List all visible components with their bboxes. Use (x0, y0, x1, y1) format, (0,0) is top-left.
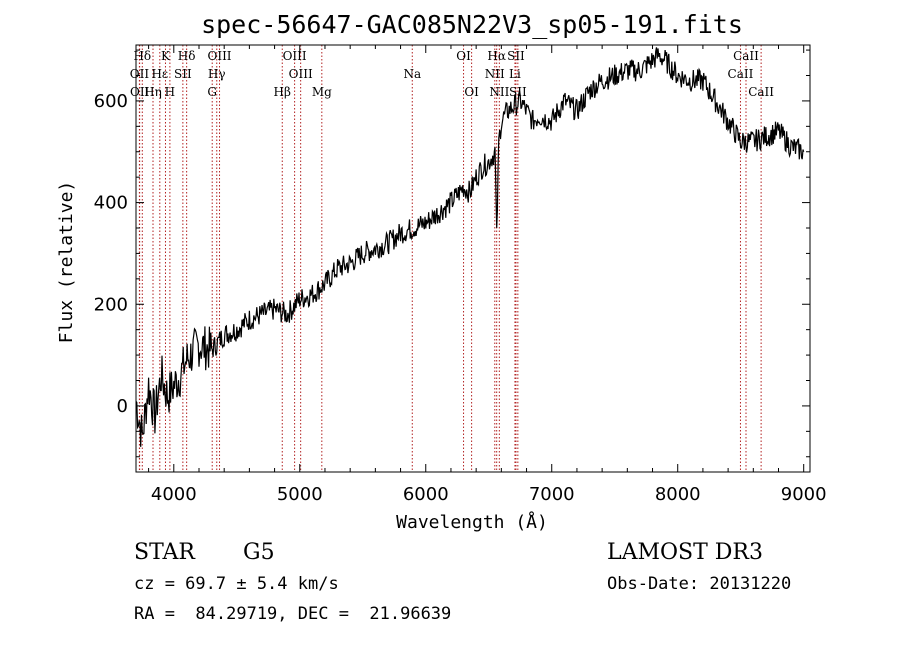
line-label-1: OII (130, 67, 150, 81)
line-label-27: CaII (748, 85, 774, 99)
y-axis-ticks: 0 200 400 600 (94, 49, 810, 458)
y-tick-label-3: 600 (94, 91, 128, 112)
line-label-24: SII (509, 85, 527, 99)
line-label-8: Hδ (178, 49, 196, 63)
x-tick-label-4: 8000 (655, 484, 701, 505)
line-label-2: OII (130, 85, 150, 99)
line-label-21: NII (485, 67, 505, 81)
observation-date: Obs-Date: 20131220 (607, 574, 792, 594)
line-label-17: OI (456, 49, 471, 63)
line-label-4: Hη (144, 85, 162, 99)
y-tick-label-2: 400 (94, 193, 128, 214)
line-label-0: Hδ (133, 49, 151, 63)
x-tick-label-0: 4000 (151, 484, 197, 505)
line-label-16: Na (403, 67, 421, 81)
line-label-12: OIII (283, 49, 307, 63)
line-label-11: G (207, 85, 217, 99)
line-label-20: SII (507, 49, 525, 63)
spectrum-line (135, 47, 805, 447)
x-axis-ticks: 4000 5000 6000 7000 8000 9000 (148, 45, 827, 505)
object-class: STAR (134, 540, 195, 565)
y-tick-label-1: 200 (94, 294, 128, 315)
x-tick-label-5: 9000 (781, 484, 827, 505)
line-label-15: Mg (312, 85, 332, 99)
line-label-14: Hβ (274, 85, 291, 99)
line-label-9: OIII (207, 49, 231, 63)
line-label-19: Hα (487, 49, 506, 63)
line-label-26: CaII (728, 67, 754, 81)
line-label-23: NII (489, 85, 509, 99)
x-tick-label-2: 6000 (403, 484, 449, 505)
y-axis-label: Flux (relative) (56, 181, 77, 344)
plot-frame (135, 44, 811, 473)
y-tick-label-0: 0 (117, 396, 128, 417)
line-label-18: OI (464, 85, 479, 99)
object-subclass: G5 (243, 540, 275, 565)
line-label-6: H (165, 85, 175, 99)
line-label-25: CaII (733, 49, 759, 63)
coordinates: RA = 84.29719, DEC = 21.96639 (134, 604, 452, 624)
line-label-7: SII (174, 67, 192, 81)
x-axis-label: Wavelength (Å) (396, 511, 548, 533)
line-label-22: Li (509, 67, 521, 81)
redshift-velocity: cz = 69.7 ± 5.4 km/s (134, 574, 339, 594)
line-label-5: K (161, 49, 171, 63)
line-label-10: Hγ (208, 67, 226, 81)
line-label-3: Hε (151, 67, 168, 81)
x-tick-label-3: 7000 (529, 484, 575, 505)
x-tick-label-1: 5000 (277, 484, 323, 505)
spectral-line-markers (138, 45, 762, 472)
line-label-13: OIII (289, 67, 313, 81)
survey-name: LAMOST DR3 (607, 540, 763, 565)
chart-title: spec-56647-GAC085N22V3_sp05-191.fits (201, 10, 743, 39)
